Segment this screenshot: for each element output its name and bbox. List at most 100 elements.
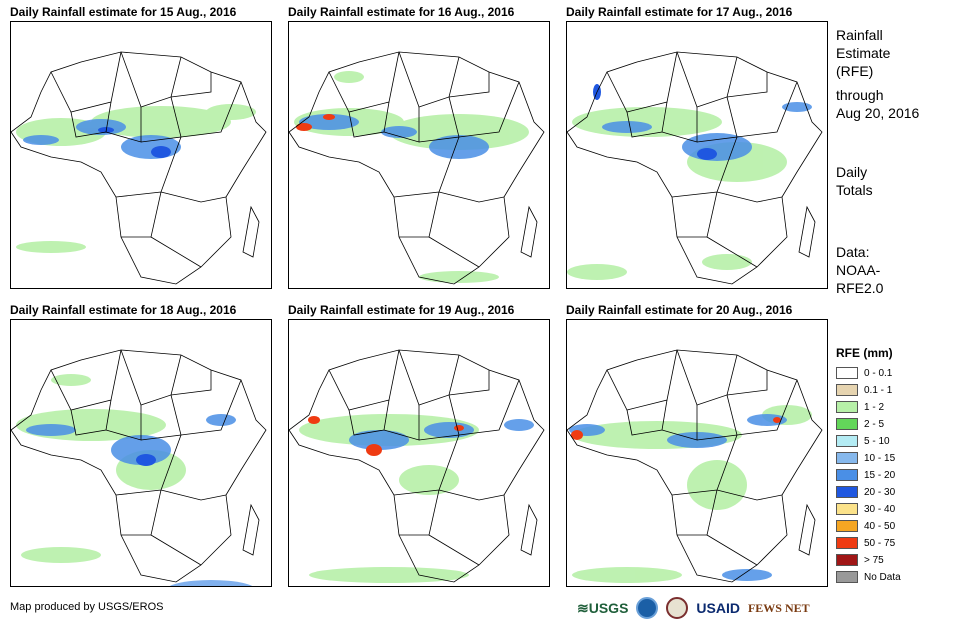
legend-item: No Data — [836, 570, 901, 584]
map-panel-16-aug: Daily Rainfall estimate for 16 Aug., 201… — [288, 4, 550, 289]
legend-swatch — [836, 469, 858, 481]
rain-pattern-light — [572, 405, 812, 583]
heading-line-3: (RFE) — [836, 63, 874, 79]
legend-swatch — [836, 435, 858, 447]
legend-item: 50 - 75 — [836, 536, 895, 550]
map-panel-18-aug: Daily Rainfall estimate for 18 Aug., 201… — [10, 302, 272, 587]
legend-swatch — [836, 503, 858, 515]
rain-pattern-heavy — [308, 416, 464, 456]
legend-swatch — [836, 401, 858, 413]
legend-label: > 75 — [864, 554, 884, 566]
sidebar-through-date: through Aug 20, 2016 — [836, 86, 919, 122]
legend-swatch — [836, 367, 858, 379]
country-borders — [11, 51, 267, 285]
legend-swatch — [836, 384, 858, 396]
legend-label: 15 - 20 — [864, 469, 896, 481]
heading-line-2: Estimate — [836, 45, 891, 61]
legend-swatch — [836, 486, 858, 498]
legend-label: 40 - 50 — [864, 520, 896, 532]
rain-pattern-moderate — [26, 414, 236, 465]
legend-label: 1 - 2 — [864, 401, 885, 413]
data-line-3: RFE2.0 — [836, 280, 884, 296]
data-line-1: Data: — [836, 244, 870, 260]
rain-pattern-light — [567, 107, 787, 280]
sidebar-heading: Rainfall Estimate (RFE) — [836, 26, 890, 80]
rainfall-map — [10, 21, 272, 289]
legend-label: 2 - 5 — [864, 418, 885, 430]
legend-item: > 75 — [836, 553, 884, 567]
country-borders — [567, 51, 823, 285]
map-svg — [11, 51, 267, 285]
legend-item: 30 - 40 — [836, 502, 895, 516]
legend-item: 1 - 2 — [836, 400, 884, 414]
map-panel-20-aug: Daily Rainfall estimate for 20 Aug., 201… — [566, 302, 828, 587]
map-panel-15-aug: Daily Rainfall estimate for 15 Aug., 201… — [10, 4, 272, 289]
legend-label: 50 - 75 — [864, 537, 896, 549]
legend-swatch — [836, 520, 858, 532]
noaa-logo-icon — [636, 597, 659, 619]
fews-net-logo: FEWS NET — [747, 600, 810, 615]
map-svg — [567, 349, 823, 583]
country-borders — [11, 349, 267, 583]
through-line-2: Aug 20, 2016 — [836, 105, 920, 121]
panel-title: Daily Rainfall estimate for 19 Aug., 201… — [288, 303, 515, 317]
through-line-1: through — [836, 87, 884, 103]
legend-swatch — [836, 554, 858, 566]
rain-pattern-light — [294, 71, 529, 283]
madagascar-outline — [520, 205, 538, 258]
rain-pattern-heavy — [296, 114, 335, 131]
rain-pattern-light — [16, 104, 256, 253]
partner-logos: ≋USGS USAID FEWS NET — [577, 594, 810, 622]
madagascar-outline — [798, 205, 816, 258]
madagascar-outline — [520, 503, 538, 556]
data-line-2: NOAA- — [836, 262, 881, 278]
sidebar-totals: Daily Totals — [836, 163, 873, 199]
panel-title: Daily Rainfall estimate for 16 Aug., 201… — [288, 5, 515, 19]
rain-pattern-heavy — [136, 454, 156, 466]
country-borders — [289, 51, 545, 285]
legend-label: 0 - 0.1 — [864, 367, 893, 379]
legend-item: 5 - 10 — [836, 434, 890, 448]
legend-item: 10 - 15 — [836, 451, 895, 465]
legend-swatch — [836, 571, 858, 583]
heading-line-1: Rainfall — [836, 27, 883, 43]
rainfall-map — [566, 21, 828, 289]
map-svg — [289, 349, 545, 583]
map-credit: Map produced by USGS/EROS — [10, 601, 164, 613]
map-panel-17-aug: Daily Rainfall estimate for 17 Aug., 201… — [566, 4, 828, 289]
legend-swatch — [836, 537, 858, 549]
madagascar-outline — [242, 205, 260, 258]
madagascar-outline — [798, 503, 816, 556]
map-svg — [289, 51, 545, 285]
legend-label: 30 - 40 — [864, 503, 896, 515]
totals-line-1: Daily — [836, 164, 868, 180]
legend-item: 2 - 5 — [836, 417, 884, 431]
legend-title: RFE (mm) — [836, 346, 893, 360]
sidebar-data-source: Data: NOAA- RFE2.0 — [836, 243, 883, 297]
rainfall-map — [566, 319, 828, 587]
legend-label: No Data — [864, 571, 901, 583]
rain-pattern-moderate — [299, 114, 489, 159]
legend-item: 0.1 - 1 — [836, 383, 892, 397]
panel-title: Daily Rainfall estimate for 20 Aug., 201… — [566, 303, 793, 317]
legend-label: 0.1 - 1 — [864, 384, 893, 396]
legend-swatch — [836, 418, 858, 430]
country-borders — [289, 349, 545, 583]
panel-title: Daily Rainfall estimate for 17 Aug., 201… — [566, 5, 793, 19]
usaid-seal-icon — [666, 597, 689, 619]
rain-pattern-south — [169, 580, 253, 586]
legend-label: 5 - 10 — [864, 435, 890, 447]
madagascar-outline — [242, 503, 260, 556]
rainfall-map — [10, 319, 272, 587]
map-svg — [567, 51, 823, 285]
panel-title: Daily Rainfall estimate for 15 Aug., 201… — [10, 5, 237, 19]
country-borders — [567, 349, 823, 583]
rainfall-map — [288, 21, 550, 289]
legend-label: 10 - 15 — [864, 452, 896, 464]
legend-item: 15 - 20 — [836, 468, 895, 482]
legend-item: 40 - 50 — [836, 519, 895, 533]
map-panel-19-aug: Daily Rainfall estimate for 19 Aug., 201… — [288, 302, 550, 587]
legend-swatch — [836, 452, 858, 464]
rain-pattern-heavy — [571, 417, 781, 440]
usgs-logo: ≋USGS — [577, 599, 629, 616]
